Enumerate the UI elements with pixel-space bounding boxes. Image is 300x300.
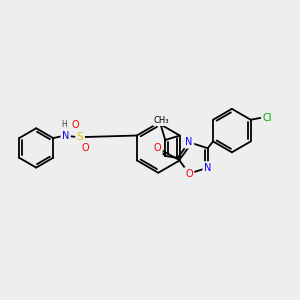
Text: O: O	[71, 120, 79, 130]
Text: N: N	[185, 137, 193, 147]
Text: Cl: Cl	[262, 113, 272, 123]
Text: S: S	[77, 132, 83, 142]
Text: CH₃: CH₃	[153, 116, 169, 125]
Text: N: N	[62, 131, 69, 141]
Text: O: O	[82, 143, 89, 153]
Text: O: O	[154, 143, 161, 153]
Text: O: O	[185, 169, 193, 179]
Text: H: H	[62, 120, 68, 129]
Text: N: N	[204, 163, 211, 173]
